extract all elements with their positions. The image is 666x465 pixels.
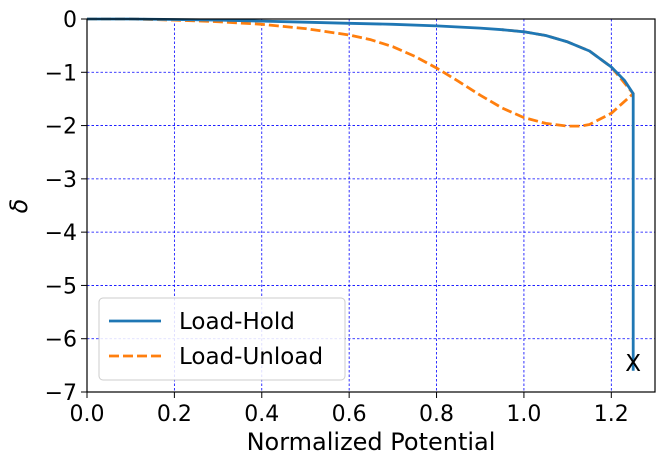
y-axis-label: δ: [5, 199, 33, 214]
x-tick-label: 0.4: [244, 402, 279, 427]
plot-frame: [86, 18, 656, 393]
x-axis-label: Normalized Potential: [247, 428, 496, 456]
y-tick-label: −5: [45, 274, 77, 299]
annotation-label: X: [625, 351, 641, 377]
series-line-load-hold: [87, 17, 635, 371]
y-tick-label: 0: [63, 8, 77, 33]
x-tick-label: 0.2: [157, 402, 192, 427]
y-tick-label: −1: [45, 61, 77, 86]
x-tick-label: 0.8: [419, 402, 454, 427]
axes: [86, 18, 656, 393]
ticks: 0.0 0.2 0.4 0.6 0.8 1.0 1.2 0 −1 −2 −3 −4 −5 −6 −7: [45, 8, 629, 427]
x-tick-label: 1.0: [506, 402, 541, 427]
x-tick-label: 0.0: [70, 402, 105, 427]
x-tick-label: 0.6: [332, 402, 367, 427]
y-tick-label: −4: [45, 221, 77, 246]
y-tick-label: −2: [45, 115, 77, 140]
annotations: X: [625, 351, 641, 377]
series-layer: [87, 17, 635, 371]
legend: Load-Hold Load-Unload: [98, 297, 346, 381]
y-tick-label: −3: [45, 168, 77, 193]
y-tick-label: −6: [45, 328, 77, 353]
legend-label: Load-Unload: [179, 344, 323, 370]
x-tick-label: 1.2: [594, 402, 629, 427]
legend-label: Load-Hold: [179, 309, 295, 335]
y-tick-label: −7: [45, 381, 77, 406]
legend-box: [98, 297, 346, 381]
